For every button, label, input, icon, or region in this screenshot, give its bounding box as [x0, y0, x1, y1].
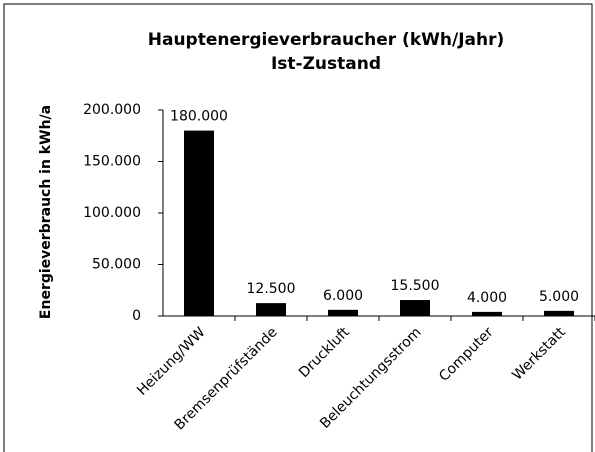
chart-subtitle: Ist-Zustand: [271, 54, 381, 74]
bar: [472, 311, 502, 316]
bar: [400, 300, 430, 316]
chart-frame: [3, 3, 593, 452]
y-tick-label: 150.000: [83, 154, 141, 170]
value-label: 15.500: [391, 278, 440, 294]
x-tick-label: Druckluft: [296, 324, 353, 381]
x-tick-label: Werkstatt: [509, 324, 569, 384]
y-axis-label: Energieverbrauch in kWh/a: [38, 105, 54, 319]
y-tick-label: 200.000: [83, 102, 141, 118]
bar: [256, 303, 286, 316]
chart-title: Hauptenergieverbraucher (kWh/Jahr): [148, 30, 505, 50]
x-tick-label: Heizung/WW: [134, 324, 209, 399]
y-tick-label: 100.000: [83, 205, 141, 221]
bar: [544, 310, 574, 316]
y-tick-label: 0: [132, 308, 141, 324]
bar: [328, 309, 358, 316]
value-label: 4.000: [467, 290, 507, 306]
value-label: 6.000: [323, 288, 363, 304]
y-tick-label: 50.000: [92, 257, 141, 273]
value-label: 180.000: [170, 109, 228, 125]
bar: [184, 130, 214, 316]
value-label: 12.500: [247, 281, 296, 297]
value-label: 5.000: [539, 289, 579, 305]
x-tick-label: Computer: [436, 324, 497, 385]
